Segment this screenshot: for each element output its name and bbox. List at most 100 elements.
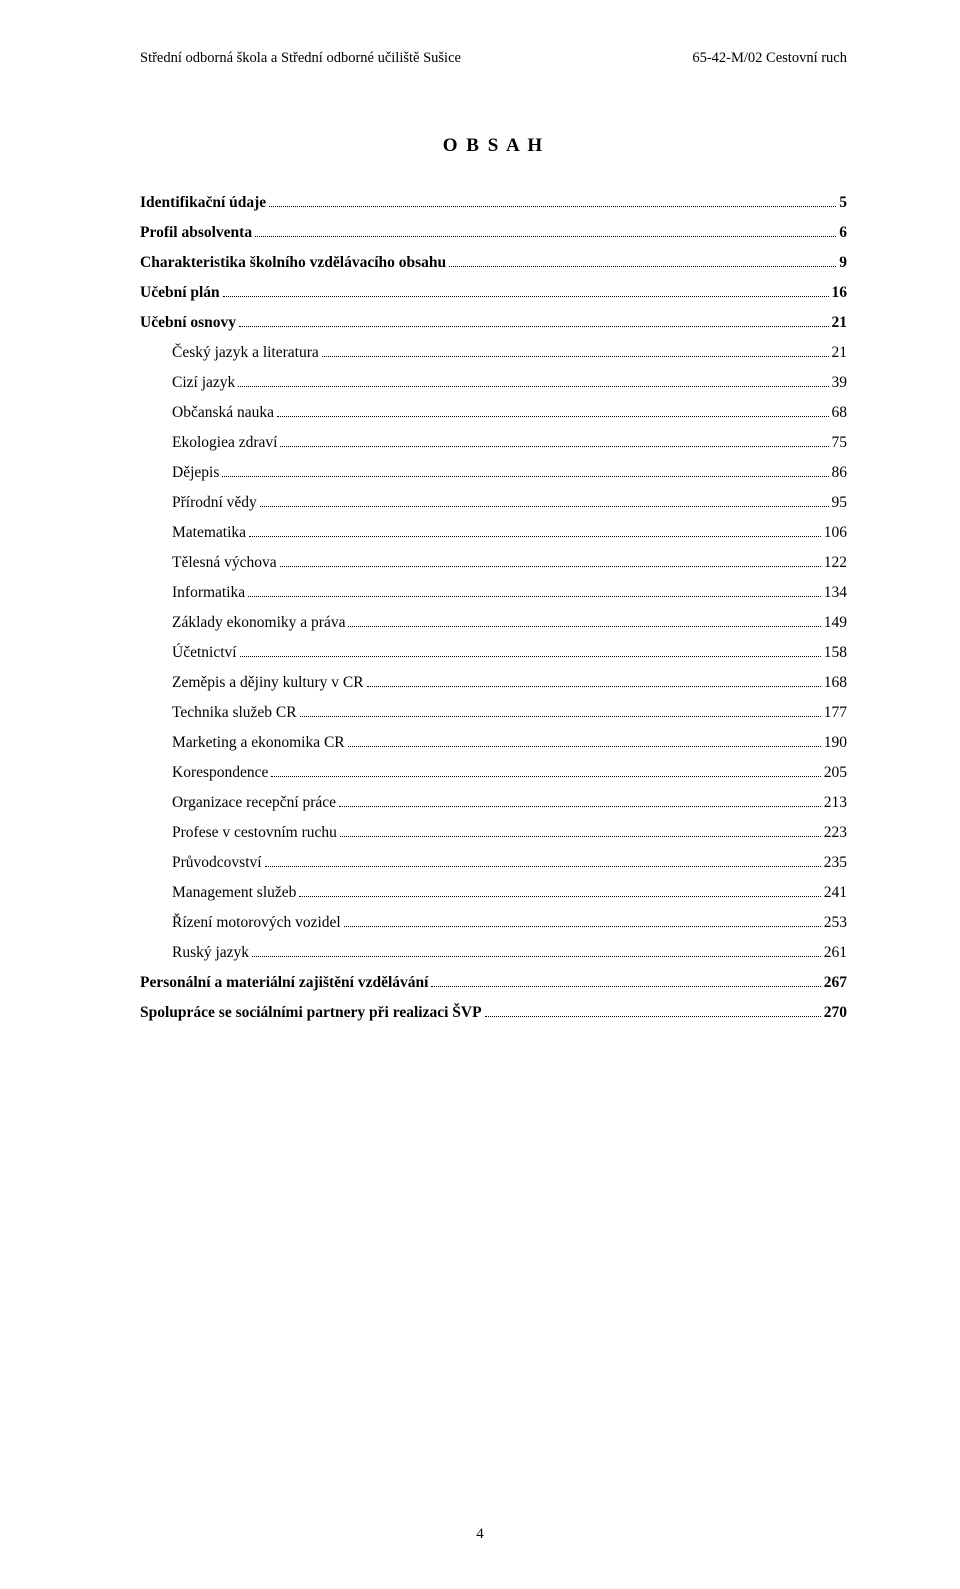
toc-entry-page: 86 [832, 465, 848, 481]
toc-entry-label: Přírodní vědy [172, 495, 257, 511]
header-school-name: Střední odborná škola a Střední odborné … [140, 50, 461, 67]
toc-dot-leader [238, 386, 828, 387]
toc-row: Technika služeb CR 177 [140, 705, 847, 721]
toc-entry-label: Zeměpis a dějiny kultury v CR [172, 675, 364, 691]
toc-row: Identifikační údaje 5 [140, 195, 847, 211]
toc-entry-page: 270 [824, 1005, 847, 1021]
toc-dot-leader [367, 686, 821, 687]
toc-entry-label: Profese v cestovním ruchu [172, 825, 337, 841]
toc-dot-leader [248, 596, 821, 597]
toc-entry-label: Účetnictví [172, 645, 237, 661]
toc-dot-leader [340, 836, 821, 837]
toc-dot-leader [269, 206, 836, 207]
toc-row: Dějepis86 [140, 465, 847, 481]
toc-dot-leader [485, 1016, 821, 1017]
toc-entry-page: 235 [824, 855, 847, 871]
toc-entry-label: Marketing a ekonomika CR [172, 735, 345, 751]
toc-row: Řízení motorových vozidel 253 [140, 915, 847, 931]
toc-row: Tělesná výchova 122 [140, 555, 847, 571]
toc-entry-label: Český jazyk a literatura [172, 345, 319, 361]
toc-row: Organizace recepční práce213 [140, 795, 847, 811]
toc-row: Učební plán16 [140, 285, 847, 301]
toc-entry-page: 267 [824, 975, 847, 991]
toc-list: Identifikační údaje 5 Profil absolventa 6 Ch… [140, 195, 847, 1021]
toc-entry-label: Ruský jazyk [172, 945, 249, 961]
toc-row: Zeměpis a dějiny kultury v CR 168 [140, 675, 847, 691]
toc-dot-leader [239, 326, 828, 327]
toc-row: Občanská nauka 68 [140, 405, 847, 421]
toc-entry-label: Charakteristika školního vzdělávacího ob… [140, 255, 446, 271]
toc-entry-page: 5 [839, 195, 847, 211]
toc-entry-label: Identifikační údaje [140, 195, 266, 211]
toc-row: Profese v cestovním ruchu223 [140, 825, 847, 841]
toc-title: O B S A H [140, 135, 847, 157]
toc-row: Charakteristika školního vzdělávacího ob… [140, 255, 847, 271]
toc-dot-leader [300, 716, 821, 717]
toc-entry-page: 205 [824, 765, 847, 781]
toc-row: Korespondence 205 [140, 765, 847, 781]
toc-row: Cizí jazyk 39 [140, 375, 847, 391]
toc-entry-label: Tělesná výchova [172, 555, 277, 571]
toc-row: Spolupráce se sociálními partnery při re… [140, 1005, 847, 1021]
toc-entry-label: Matematika [172, 525, 246, 541]
toc-dot-leader [240, 656, 821, 657]
toc-entry-page: 21 [832, 345, 848, 361]
toc-row: Ruský jazyk 261 [140, 945, 847, 961]
toc-dot-leader [249, 536, 821, 537]
toc-row: Informatika134 [140, 585, 847, 601]
page-number: 4 [0, 1526, 960, 1543]
toc-row: Základy ekonomiky a práva149 [140, 615, 847, 631]
toc-entry-page: 122 [824, 555, 847, 571]
toc-dot-leader [348, 746, 821, 747]
toc-row: Matematika 106 [140, 525, 847, 541]
toc-entry-page: 39 [832, 375, 848, 391]
toc-dot-leader [280, 566, 821, 567]
toc-dot-leader [265, 866, 821, 867]
toc-entry-page: 158 [824, 645, 847, 661]
toc-row: Marketing a ekonomika CR 190 [140, 735, 847, 751]
toc-dot-leader [277, 416, 829, 417]
toc-row: Personální a materiální zajištění vzdělá… [140, 975, 847, 991]
toc-entry-label: Technika služeb CR [172, 705, 297, 721]
toc-entry-page: 68 [832, 405, 848, 421]
toc-row: Český jazyk a literatura 21 [140, 345, 847, 361]
toc-entry-label: Řízení motorových vozidel [172, 915, 341, 931]
toc-entry-page: 134 [824, 585, 847, 601]
toc-dot-leader [252, 956, 821, 957]
toc-entry-label: Profil absolventa [140, 225, 252, 241]
toc-entry-label: Personální a materiální zajištění vzdělá… [140, 975, 428, 991]
toc-entry-page: 6 [839, 225, 847, 241]
toc-entry-page: 190 [824, 735, 847, 751]
toc-entry-page: 253 [824, 915, 847, 931]
toc-entry-page: 16 [832, 285, 848, 301]
toc-entry-label: Cizí jazyk [172, 375, 235, 391]
toc-entry-label: Management služeb [172, 885, 296, 901]
toc-entry-label: Učební osnovy [140, 315, 236, 331]
header-program-code: 65-42-M/02 Cestovní ruch [692, 50, 847, 67]
toc-entry-page: 149 [824, 615, 847, 631]
toc-entry-page: 75 [832, 435, 848, 451]
toc-entry-page: 168 [824, 675, 847, 691]
toc-row: Profil absolventa 6 [140, 225, 847, 241]
toc-row: Management služeb 241 [140, 885, 847, 901]
toc-dot-leader [299, 896, 820, 897]
toc-entry-page: 177 [824, 705, 847, 721]
toc-dot-leader [431, 986, 820, 987]
toc-entry-label: Organizace recepční práce [172, 795, 336, 811]
toc-entry-label: Korespondence [172, 765, 268, 781]
toc-dot-leader [280, 446, 828, 447]
toc-entry-label: Průvodcovství [172, 855, 262, 871]
toc-entry-label: Občanská nauka [172, 405, 274, 421]
page-header: Střední odborná škola a Střední odborné … [140, 50, 847, 67]
toc-entry-page: 95 [832, 495, 848, 511]
toc-row: Průvodcovství 235 [140, 855, 847, 871]
toc-entry-page: 106 [824, 525, 847, 541]
toc-dot-leader [223, 296, 829, 297]
toc-row: Ekologiea zdraví75 [140, 435, 847, 451]
toc-entry-page: 9 [839, 255, 847, 271]
toc-entry-page: 261 [824, 945, 847, 961]
toc-entry-page: 241 [824, 885, 847, 901]
toc-dot-leader [322, 356, 829, 357]
toc-row: Učební osnovy21 [140, 315, 847, 331]
toc-dot-leader [348, 626, 820, 627]
